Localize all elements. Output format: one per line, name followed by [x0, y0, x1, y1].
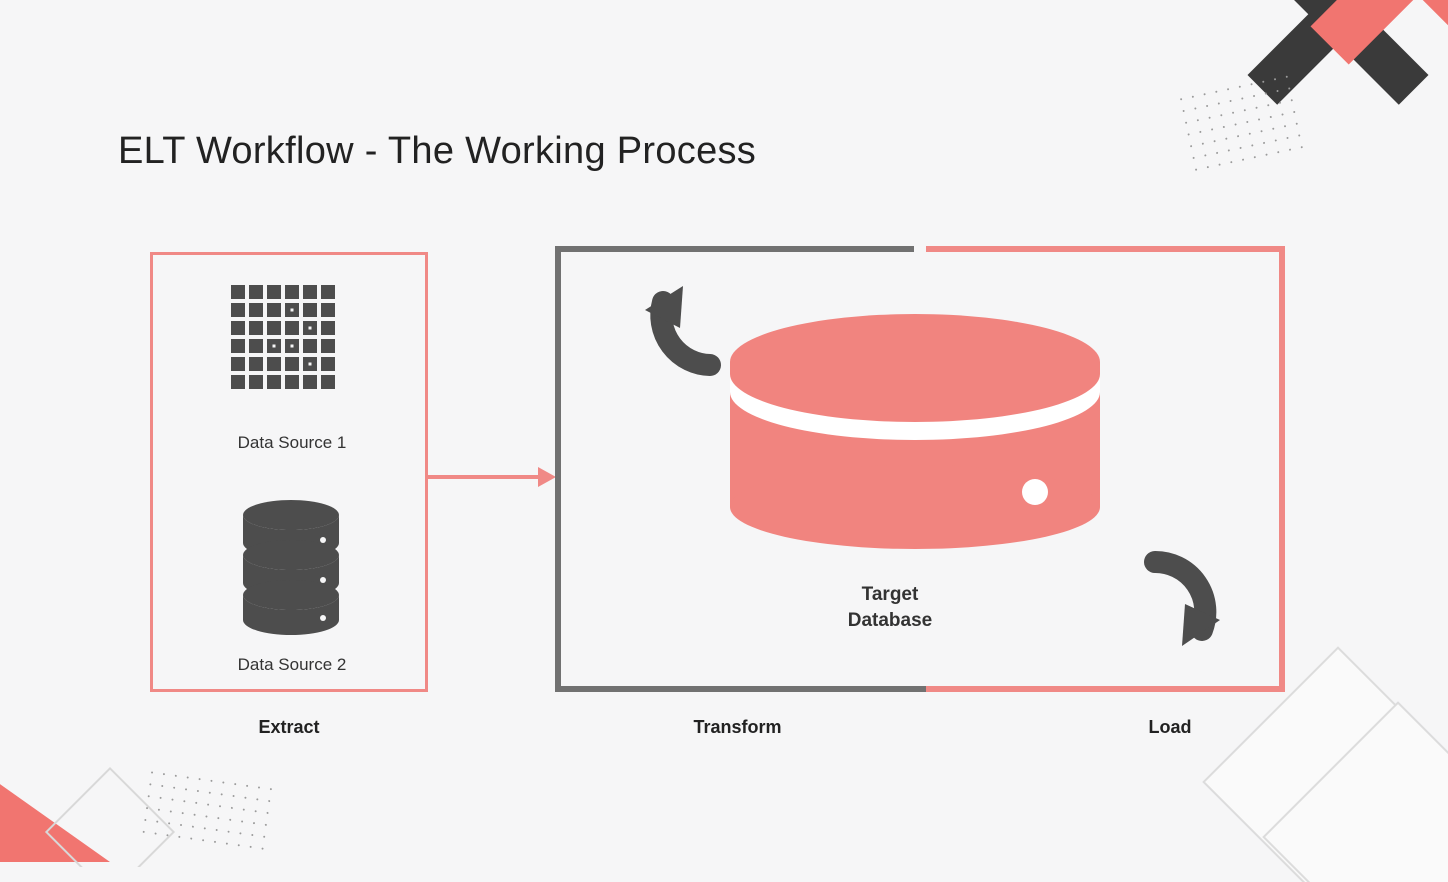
- extract-box: Data Source 1 Data Source 2: [150, 252, 428, 692]
- load-section-label: Load: [1055, 717, 1285, 738]
- rotation-arrow-top-icon: [625, 280, 735, 390]
- data-source-2-label: Data Source 2: [153, 655, 431, 675]
- grid-data-icon: [231, 285, 335, 389]
- database-stack-icon: [241, 500, 341, 635]
- rotation-arrow-bottom-icon: [1130, 542, 1240, 652]
- arrow-extract-to-target: [428, 462, 558, 492]
- target-database-cylinder-icon: [725, 312, 1105, 552]
- target-database-label: Target Database: [790, 582, 990, 633]
- transform-section-label: Transform: [555, 717, 920, 738]
- page-title: ELT Workflow - The Working Process: [118, 130, 756, 173]
- elt-diagram: Data Source 1 Data Source 2: [150, 252, 1285, 692]
- data-source-1-label: Data Source 1: [153, 433, 431, 453]
- extract-section-label: Extract: [150, 717, 428, 738]
